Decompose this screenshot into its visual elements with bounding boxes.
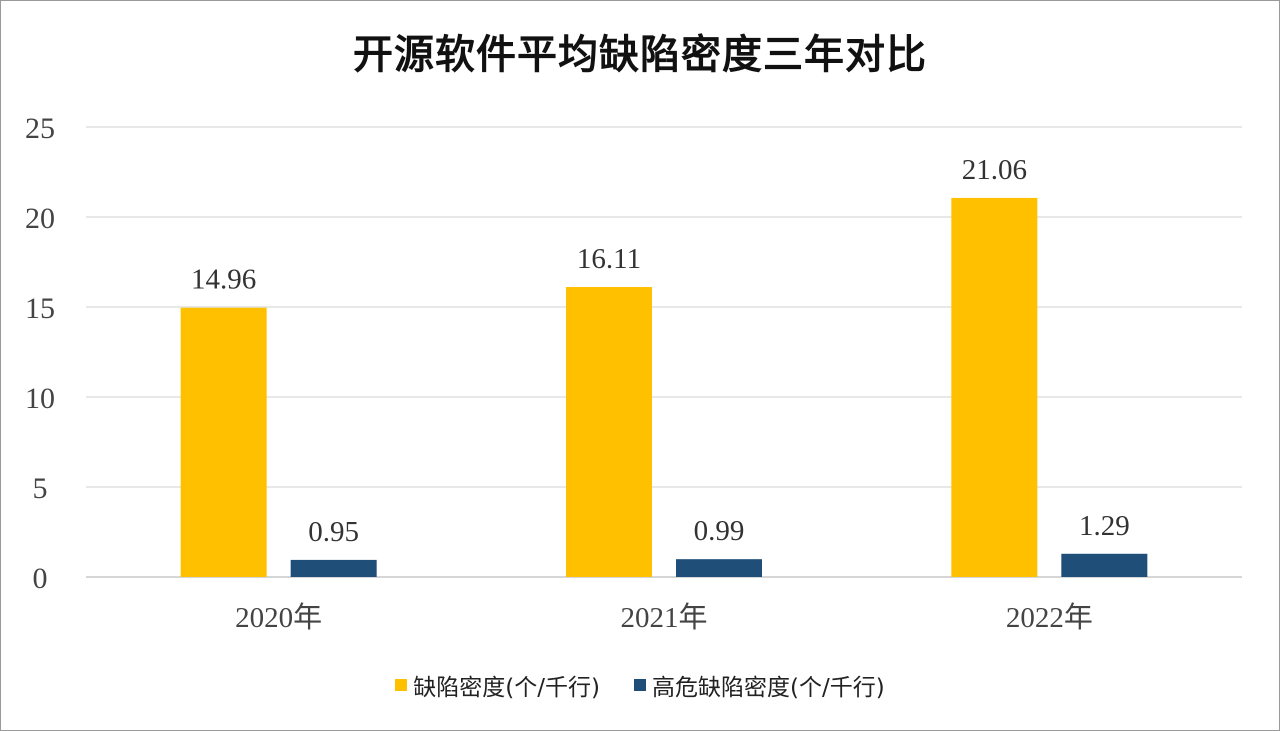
bars: [180, 197, 1148, 578]
bar-high-risk-density: [676, 559, 762, 577]
data-label: 14.96: [191, 264, 256, 296]
y-tick-label: 25: [25, 112, 55, 145]
x-tick-label: 2020年: [235, 601, 322, 634]
y-tick-label: 20: [25, 202, 55, 235]
data-labels: 14.96 0.95 16.11 0.99 21.06 1.29: [191, 154, 1130, 548]
data-label: 21.06: [962, 154, 1027, 186]
bar-high-risk-density: [1061, 553, 1148, 577]
data-label: 16.11: [577, 243, 641, 275]
data-label: 1.29: [1079, 510, 1130, 542]
x-axis-ticks: 2020年 2021年 2022年: [235, 601, 1093, 634]
y-axis-ticks: 0 5 10 15 20 25: [25, 112, 55, 595]
data-label: 0.95: [308, 516, 359, 548]
legend-swatch-navy: [634, 679, 646, 691]
legend-label: 高危缺陷密度(个/千行): [652, 675, 885, 701]
bar-defect-density: [566, 287, 652, 577]
y-tick-label: 15: [25, 292, 55, 325]
y-tick-label: 0: [33, 562, 48, 595]
y-tick-label: 5: [33, 472, 48, 505]
y-tick-label: 10: [25, 382, 55, 415]
chart-title: 开源软件平均缺陷密度三年对比: [353, 32, 927, 78]
legend-swatch-yellow: [395, 679, 408, 691]
legend-item-defect-density: 缺陷密度(个/千行): [395, 668, 600, 702]
data-label: 0.99: [694, 515, 745, 547]
x-tick-label: 2021年: [620, 601, 707, 634]
legend-item-high-risk-density: 高危缺陷密度(个/千行): [634, 668, 885, 702]
bar-defect-density: [180, 307, 267, 577]
bar-high-risk-density: [290, 559, 377, 577]
x-tick-label: 2022年: [1006, 601, 1093, 634]
legend: 缺陷密度(个/千行) 高危缺陷密度(个/千行): [0, 668, 1280, 702]
bar-defect-density: [951, 197, 1038, 578]
legend-label: 缺陷密度(个/千行): [413, 675, 600, 701]
gridlines: [86, 126, 1242, 578]
